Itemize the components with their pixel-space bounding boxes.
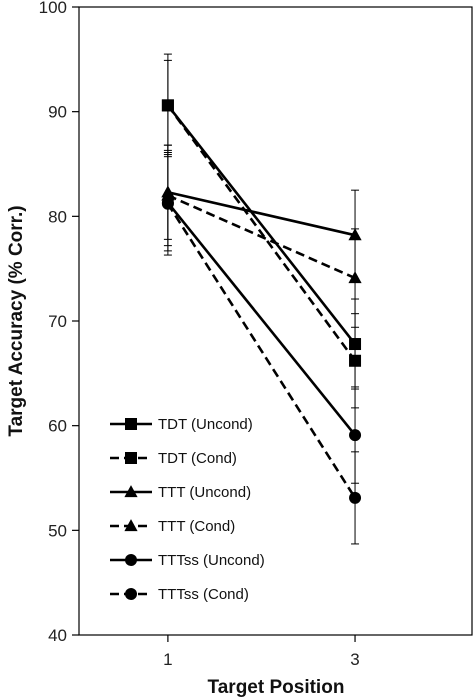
data-point <box>161 197 174 210</box>
y-tick-label: 100 <box>39 0 67 17</box>
legend-item-1: TDT (Cond) <box>110 450 237 467</box>
legend-item-3: TTT (Cond) <box>110 518 235 535</box>
x-tick-label: 3 <box>350 650 359 669</box>
legend-label: TDT (Cond) <box>158 450 237 467</box>
data-point <box>161 99 174 112</box>
series-line <box>166 203 357 499</box>
data-point <box>349 354 362 367</box>
legend-marker <box>125 418 137 430</box>
y-axis: 40 50 60 70 80 90 100 <box>39 0 79 645</box>
legend-label: TTTss (Cond) <box>158 586 249 603</box>
y-tick-label: 60 <box>48 417 67 436</box>
data-point <box>348 271 362 284</box>
series-line <box>167 190 356 237</box>
data-point <box>349 491 362 504</box>
legend-label: TTT (Cond) <box>158 518 235 535</box>
legend-marker <box>124 485 138 498</box>
series-0 <box>161 53 362 390</box>
legend-item-0: TDT (Uncond) <box>110 416 253 433</box>
data-point <box>349 429 362 442</box>
series-line <box>166 104 357 345</box>
series-3 <box>161 144 362 328</box>
legend-label: TTTss (Uncond) <box>158 552 265 569</box>
series-line <box>166 201 357 436</box>
legend-marker <box>125 452 137 464</box>
series-5 <box>161 151 362 545</box>
series-line <box>167 194 356 280</box>
y-tick-label: 90 <box>48 103 67 122</box>
legend-item-4: TTTss (Uncond) <box>110 552 265 569</box>
legend-marker <box>124 519 138 532</box>
y-tick-label: 80 <box>48 207 67 226</box>
legend: TDT (Uncond) TDT (Cond) TTT (Uncond) TTT (C… <box>110 416 265 603</box>
y-tick-label: 40 <box>48 626 67 645</box>
series-line <box>166 104 357 362</box>
legend-marker <box>125 554 137 566</box>
plot-frame <box>78 6 473 636</box>
y-tick-label: 50 <box>48 521 67 540</box>
y-tick-label: 70 <box>48 312 67 331</box>
series-layer <box>161 53 362 545</box>
series-1 <box>161 59 362 409</box>
legend-item-2: TTT (Uncond) <box>110 484 251 501</box>
x-axis-title: Target Position <box>208 677 345 698</box>
series-4 <box>161 154 362 484</box>
y-axis-title: Target Accuracy (% Corr.) <box>6 205 27 436</box>
legend-item-5: TTTss (Cond) <box>110 586 249 603</box>
series-2 <box>161 144 362 281</box>
legend-marker <box>125 588 137 600</box>
legend-label: TTT (Uncond) <box>158 484 251 501</box>
legend-label: TDT (Uncond) <box>158 416 253 433</box>
x-tick-label: 1 <box>163 650 172 669</box>
